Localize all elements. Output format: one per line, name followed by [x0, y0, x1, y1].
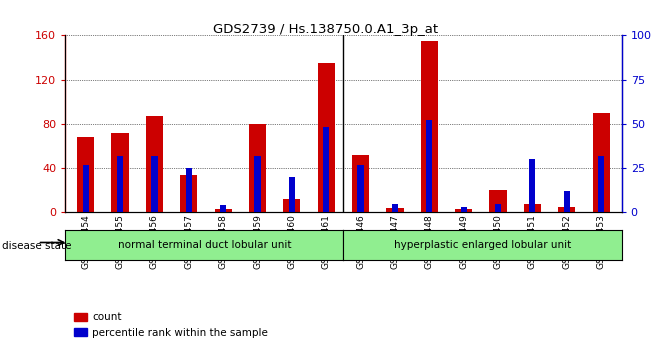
Text: GDS2739 / Hs.138750.0.A1_3p_at: GDS2739 / Hs.138750.0.A1_3p_at — [213, 23, 438, 36]
Bar — [318, 63, 335, 212]
Bar — [255, 156, 260, 212]
Legend: count, percentile rank within the sample: count, percentile rank within the sample — [70, 308, 272, 342]
Bar — [357, 165, 364, 212]
Text: disease state: disease state — [2, 241, 72, 251]
Text: normal terminal duct lobular unit: normal terminal duct lobular unit — [117, 240, 291, 250]
Bar — [598, 156, 604, 212]
Bar — [289, 177, 295, 212]
Bar — [215, 209, 232, 212]
Bar — [151, 156, 158, 212]
Bar — [426, 120, 432, 212]
Bar — [117, 156, 123, 212]
Bar — [323, 127, 329, 212]
Bar — [220, 205, 227, 212]
Bar — [490, 190, 506, 212]
Bar — [186, 168, 192, 212]
Bar — [352, 155, 369, 212]
Bar — [392, 204, 398, 212]
Bar — [524, 204, 541, 212]
Bar — [249, 124, 266, 212]
Text: hyperplastic enlarged lobular unit: hyperplastic enlarged lobular unit — [394, 240, 571, 250]
Bar — [455, 209, 472, 212]
Bar — [180, 175, 197, 212]
Bar — [111, 133, 129, 212]
Bar — [77, 137, 94, 212]
Bar — [386, 208, 404, 212]
Bar — [283, 199, 301, 212]
Bar — [558, 207, 575, 212]
Bar — [421, 41, 438, 212]
Bar — [592, 113, 610, 212]
Bar — [146, 116, 163, 212]
Bar — [564, 191, 570, 212]
Bar — [83, 165, 89, 212]
Bar — [529, 159, 536, 212]
Bar — [460, 207, 467, 212]
Bar — [495, 204, 501, 212]
